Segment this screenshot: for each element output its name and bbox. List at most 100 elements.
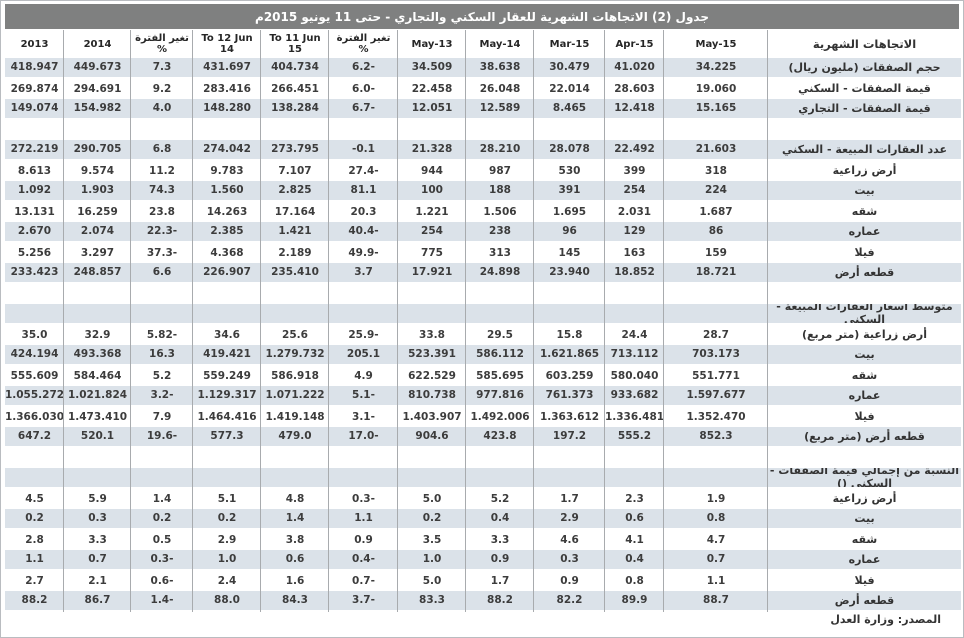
value-cell: 555.609 [10, 369, 59, 382]
value-cell: 904.6 [415, 430, 449, 443]
row-label [768, 448, 961, 469]
value-cell: 1.336.481 [605, 410, 664, 423]
value-cell: 12.589 [479, 102, 521, 115]
value-cell [193, 120, 261, 141]
value-cell: 86 [708, 225, 724, 238]
value-cell: 18.852 [614, 266, 655, 279]
value-cell: 523.391 [408, 348, 456, 361]
value-cell: 2.074 [80, 225, 115, 238]
value-cell: 1.021.824 [67, 389, 128, 402]
value-cell: 22.458 [411, 82, 453, 95]
table-row: 13.131 16.259 23.8 14.263 17.164 20.3 1.221 1.5… [5, 201, 961, 222]
value-cell: 1.055.272 [5, 389, 64, 402]
value-cell: 163 [623, 246, 646, 259]
table-row: 5.256 3.297 37.3- 4.368 2.189 49.9- 775 313 145 1… [5, 242, 961, 263]
value-cell: 0.9 [490, 553, 510, 566]
value-cell [329, 304, 398, 323]
value-cell: 34.6 [214, 328, 240, 341]
value-cell: 1.403.907 [402, 410, 462, 423]
value-cell: 6.0- [352, 82, 375, 95]
value-cell: 290.705 [73, 143, 122, 156]
value-cell: 586.918 [271, 369, 319, 382]
value-cell: 226.907 [203, 266, 251, 279]
value-cell: 977.816 [476, 389, 524, 402]
value-cell: 205.1 [346, 348, 381, 361]
value-cell: 5.1 [217, 492, 237, 505]
value-cell: 8.613 [17, 164, 52, 177]
row-label: بيت [854, 347, 875, 361]
value-cell: 5.1- [352, 389, 375, 402]
row-label: عماره [848, 224, 881, 238]
value-cell: 1.1 [706, 574, 726, 587]
value-cell: 1.129.317 [197, 389, 257, 402]
value-cell [261, 120, 329, 141]
value-cell: 2.9 [560, 512, 579, 525]
value-cell: 4.368 [210, 246, 244, 259]
column-header: الاتجاهات الشهرية [812, 36, 917, 51]
table-row: 88.2 86.7 1.4- 88.0 84.3 3.7- 83.3 88.2 82.2 89.9… [5, 591, 961, 612]
value-cell [605, 120, 664, 141]
column-header: 2014 [83, 38, 112, 50]
value-cell: 2.7 [25, 574, 44, 587]
value-cell: 1.366.030 [5, 410, 64, 423]
value-cell: 7.107 [278, 164, 312, 177]
value-cell: 23.8 [149, 205, 175, 218]
value-cell: 34.509 [411, 61, 453, 74]
value-cell: 3.8 [285, 533, 305, 546]
column-header: May-15 [695, 38, 737, 50]
value-cell: 0.7 [88, 553, 107, 566]
value-cell: 391 [558, 184, 581, 197]
value-cell: 197.2 [552, 430, 587, 443]
value-cell: 2.4 [217, 574, 237, 587]
value-cell [534, 284, 605, 305]
value-cell [5, 448, 64, 469]
value-cell: 83.3 [419, 594, 445, 607]
value-cell: 0.3 [88, 512, 107, 525]
value-cell: 5.2 [152, 369, 172, 382]
value-cell: 3.2- [150, 389, 174, 402]
value-cell [466, 448, 534, 469]
value-cell: 399 [623, 164, 646, 177]
value-cell: 40.4- [348, 225, 379, 238]
value-cell: 235.410 [271, 266, 319, 279]
grid-vline [130, 30, 131, 612]
value-cell: 273.795 [271, 143, 319, 156]
table-row: 269.874 294.691 9.2 283.416 266.451 6.0- 22.45… [5, 78, 961, 99]
value-cell: 74.3 [149, 184, 175, 197]
value-cell: 81.1 [350, 184, 377, 197]
value-cell: 1.687 [699, 205, 733, 218]
value-cell: 9.783 [210, 164, 244, 177]
value-cell: 1.903 [80, 184, 115, 197]
table-row: 0.2 0.3 0.2 0.2 1.4 1.1 0.2 0.4 2.9 0.6 0.8 بيت [5, 509, 961, 530]
value-cell [193, 448, 261, 469]
table-row: 555.609 584.464 5.2 559.249 586.918 4.9 622.52… [5, 365, 961, 386]
value-cell: 96 [562, 225, 577, 238]
value-cell: 49.9- [348, 246, 379, 259]
value-cell [5, 304, 64, 323]
value-cell: 25.6 [282, 328, 308, 341]
value-cell [466, 304, 534, 323]
value-cell: 6.6 [152, 266, 172, 279]
value-cell: 1.421 [278, 225, 312, 238]
value-cell: 0.4 [490, 512, 510, 525]
value-cell: 0.7 [706, 553, 726, 566]
value-cell: 418.947 [10, 61, 59, 74]
value-cell: 5.0 [422, 492, 442, 505]
value-cell [329, 120, 398, 141]
grid-vline [328, 30, 329, 612]
value-cell: 254 [623, 184, 646, 197]
value-cell [131, 304, 193, 323]
value-cell: 13.131 [14, 205, 55, 218]
value-cell [193, 284, 261, 305]
row-label: شقه [851, 369, 878, 383]
value-cell [329, 468, 398, 487]
value-cell: 423.8 [483, 430, 517, 443]
value-cell: 584.464 [73, 369, 122, 382]
grid-vline [663, 30, 664, 612]
value-cell: 580.040 [610, 369, 659, 382]
value-cell: 313 [489, 246, 511, 259]
value-cell: 0.2 [25, 512, 44, 525]
value-cell: 88.7 [703, 594, 729, 607]
value-cell: 0.8 [625, 574, 644, 587]
value-cell: 1.9 [706, 492, 726, 505]
